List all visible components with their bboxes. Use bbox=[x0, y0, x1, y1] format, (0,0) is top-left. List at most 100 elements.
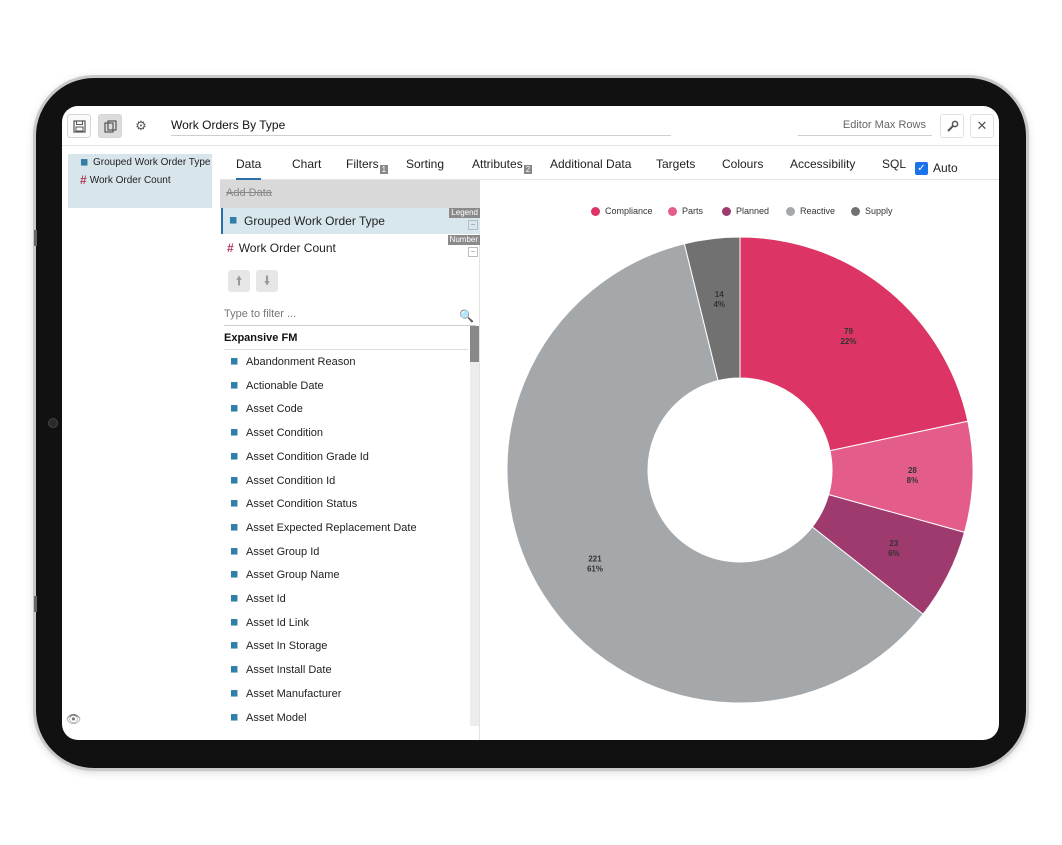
field-list-item[interactable]: ◼ Asset Id Link bbox=[230, 617, 309, 629]
checkbox-checked-icon[interactable]: ✓ bbox=[915, 161, 928, 175]
donut-slice-supply[interactable] bbox=[683, 236, 741, 382]
field-list-item-label: Actionable Date bbox=[246, 379, 324, 392]
data-source-group-title[interactable]: Expansive FM bbox=[224, 332, 298, 344]
add-data-button[interactable]: Add Data bbox=[220, 180, 480, 208]
legend-item-compliance[interactable]: Compliance bbox=[591, 206, 653, 216]
field-list-item[interactable]: ◼ Asset Condition bbox=[230, 427, 323, 439]
tab-attributes[interactable]: Attributes 2 bbox=[472, 157, 533, 174]
field-list-item[interactable]: ◼ Asset In Storage bbox=[230, 640, 327, 652]
wrench-icon[interactable] bbox=[940, 114, 964, 138]
field-list-item[interactable]: ◼ Asset Model bbox=[230, 712, 307, 724]
move-up-arrow-icon[interactable]: 🠙 bbox=[228, 270, 250, 292]
gear-icon[interactable]: ⚙ bbox=[135, 118, 147, 133]
legend-item-reactive[interactable]: Reactive bbox=[786, 206, 835, 216]
slice-value-label: 79 bbox=[844, 327, 853, 336]
dimension-icon: ◼ bbox=[230, 403, 239, 415]
legend-swatch bbox=[786, 206, 795, 216]
tab-additional-data[interactable]: Additional Data bbox=[550, 157, 632, 171]
report-title[interactable]: Work Orders By Type bbox=[171, 116, 671, 136]
slice-value-label: 28 bbox=[908, 466, 917, 475]
summary-item-legend[interactable]: ◼ Grouped Work Order Type bbox=[80, 157, 210, 168]
legend-swatch bbox=[851, 206, 860, 216]
copy-icon[interactable] bbox=[98, 114, 122, 138]
dimension-icon: ◼ bbox=[230, 450, 239, 462]
chart-preview: Compliance Parts Planned Reactive Supply 79 2… bbox=[481, 180, 999, 740]
slice-percent-label: 4% bbox=[713, 300, 725, 309]
field-label: Grouped Work Order Type bbox=[244, 214, 385, 228]
close-icon[interactable]: ✕ bbox=[970, 114, 994, 138]
legend-swatch bbox=[722, 206, 731, 216]
slice-percent-label: 61% bbox=[587, 564, 603, 573]
field-list-item[interactable]: ◼ Abandonment Reason bbox=[230, 356, 355, 368]
field-list-item[interactable]: ◼ Asset Code bbox=[230, 403, 303, 415]
move-down-arrow-icon[interactable]: 🠛 bbox=[256, 270, 278, 292]
divider bbox=[224, 349, 468, 350]
field-list-item-label: Asset Id bbox=[246, 593, 286, 605]
side-button bbox=[34, 596, 37, 612]
field-list-item[interactable]: ◼ Asset Condition Grade Id bbox=[230, 451, 369, 463]
field-list-item-label: Asset Group Name bbox=[246, 569, 340, 582]
dimension-icon: ◼ bbox=[80, 156, 89, 168]
remove-field-icon[interactable]: − bbox=[468, 220, 478, 230]
legend-label: Parts bbox=[682, 206, 704, 216]
donut-slice-reactive[interactable] bbox=[506, 243, 924, 704]
donut-slice-compliance[interactable] bbox=[739, 236, 969, 452]
selected-field-number[interactable]: # Work Order Count Number − bbox=[221, 235, 480, 261]
field-list-item-label: Asset In Storage bbox=[246, 640, 328, 653]
field-list-item[interactable]: ◼ Actionable Date bbox=[230, 380, 324, 392]
dimension-icon: ◼ bbox=[230, 474, 239, 486]
dimension-icon: ◼ bbox=[230, 356, 239, 367]
dimension-icon: ◼ bbox=[229, 215, 238, 226]
tab-filters[interactable]: Filters 1 bbox=[346, 157, 389, 174]
field-list-item[interactable]: ◼ Asset Group Id bbox=[230, 546, 319, 558]
side-button bbox=[34, 230, 37, 246]
field-list-item[interactable]: ◼ Asset Id bbox=[230, 593, 286, 605]
dimension-icon: ◼ bbox=[230, 664, 239, 676]
remove-field-icon[interactable]: − bbox=[468, 247, 478, 257]
field-list-item[interactable]: ◼ Asset Group Name bbox=[230, 569, 340, 581]
field-list-item-label: Asset Id Link bbox=[246, 616, 309, 629]
field-list-item[interactable]: ◼ Asset Install Date bbox=[230, 664, 332, 676]
tab-targets[interactable]: Targets bbox=[656, 157, 696, 171]
legend-item-parts[interactable]: Parts bbox=[668, 206, 703, 216]
tab-sorting[interactable]: Sorting bbox=[406, 157, 445, 171]
save-icon[interactable] bbox=[67, 114, 91, 138]
field-list-item-label: Asset Condition Status bbox=[246, 498, 358, 511]
slice-value-label: 23 bbox=[889, 539, 898, 548]
filters-count-badge: 1 bbox=[379, 165, 389, 174]
tab-colours[interactable]: Colours bbox=[722, 157, 764, 171]
auto-toggle[interactable]: ✓ Auto bbox=[915, 161, 958, 175]
summary-item-number[interactable]: # Work Order Count bbox=[80, 173, 171, 187]
measure-icon: # bbox=[227, 241, 234, 255]
legend-item-supply[interactable]: Supply bbox=[851, 206, 893, 216]
tab-data[interactable]: Data bbox=[236, 157, 262, 180]
field-list-item[interactable]: ◼ Asset Condition Status bbox=[230, 498, 357, 510]
legend-item-planned[interactable]: Planned bbox=[722, 206, 769, 216]
editor-max-rows-field[interactable]: Editor Max Rows bbox=[798, 116, 932, 136]
dimension-icon: ◼ bbox=[230, 593, 239, 604]
tab-sql[interactable]: SQL bbox=[882, 157, 907, 171]
filter-input[interactable]: Type to filter ... 🔍 bbox=[224, 308, 476, 326]
eye-icon[interactable]: 👁 bbox=[66, 712, 82, 726]
selected-field-legend[interactable]: ◼ Grouped Work Order Type Legend − bbox=[221, 208, 480, 234]
legend-label: Supply bbox=[865, 206, 893, 216]
dimension-icon: ◼ bbox=[230, 545, 239, 557]
scrollbar-track[interactable] bbox=[470, 326, 479, 726]
field-list-item-label: Asset Manufacturer bbox=[246, 687, 342, 700]
camera-dot bbox=[48, 418, 58, 428]
field-list-item[interactable]: ◼ Asset Manufacturer bbox=[230, 688, 341, 700]
scrollbar-thumb[interactable] bbox=[470, 326, 479, 362]
field-list-item[interactable]: ◼ Asset Condition Id bbox=[230, 475, 335, 487]
field-list-item[interactable]: ◼ Asset Expected Replacement Date bbox=[230, 522, 417, 534]
tab-accessibility[interactable]: Accessibility bbox=[790, 157, 856, 171]
summary-item-label: Work Order Count bbox=[89, 174, 171, 186]
slice-value-label: 14 bbox=[715, 290, 724, 299]
field-summary-panel: ◼ Grouped Work Order Type # Work Order C… bbox=[68, 154, 212, 208]
legend-label: Planned bbox=[736, 206, 770, 216]
legend-swatch bbox=[668, 206, 677, 216]
dimension-icon: ◼ bbox=[230, 498, 239, 510]
tab-chart[interactable]: Chart bbox=[292, 157, 322, 171]
dimension-icon: ◼ bbox=[230, 379, 239, 391]
search-icon[interactable]: 🔍 bbox=[459, 309, 474, 323]
